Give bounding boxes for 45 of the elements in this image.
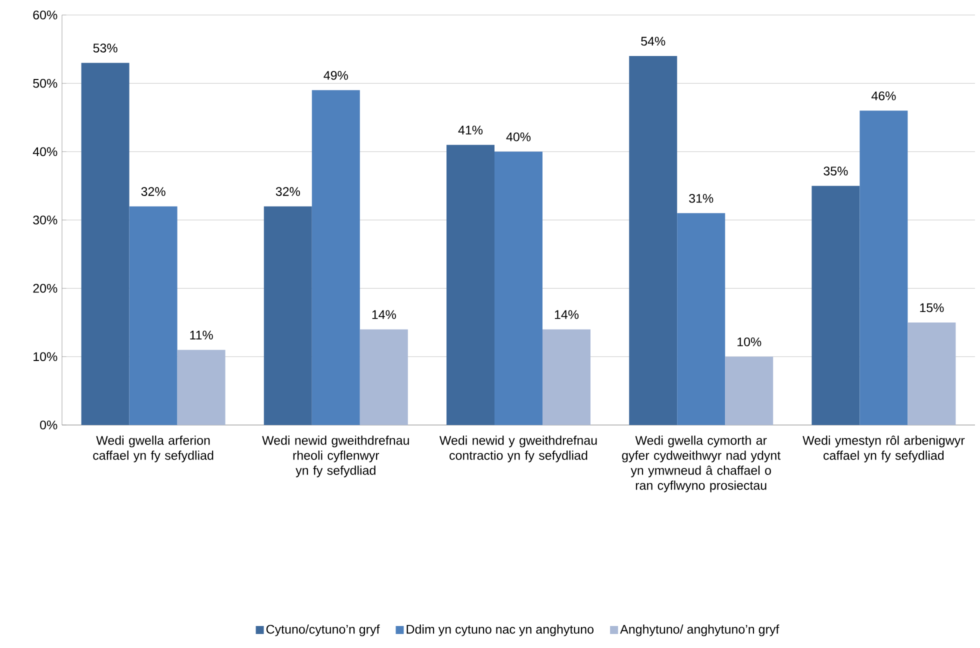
bar (542, 329, 590, 425)
legend-label: Anghytuno/ anghytuno’n gryf (620, 624, 780, 636)
data-label: 32% (276, 187, 300, 196)
x-tick-label: Wedi gwella cymorth ar gyfer cydweithwyr nad ydynt yn ymwneud â chaffael o ran cyflwyno prosiectau (622, 436, 781, 492)
y-tick-label: 20% (33, 284, 58, 293)
bar (264, 206, 312, 425)
data-label: 11% (190, 330, 213, 340)
data-label: 41% (458, 126, 483, 134)
bar (908, 322, 956, 425)
bar (360, 329, 408, 425)
y-tick-label: 30% (33, 216, 58, 224)
data-label: 53% (93, 44, 118, 52)
data-label: 46% (871, 91, 896, 100)
data-label: 40% (506, 132, 531, 142)
y-tick-label: 50% (33, 78, 58, 88)
x-tick-label: Wedi newid gweithdrefnau rheoli cyflenwyr yn fy sefydliad (262, 436, 409, 478)
y-tick-label: 10% (34, 352, 58, 362)
data-label: 32% (141, 187, 166, 196)
bar (629, 56, 678, 425)
bar (812, 186, 860, 425)
bar (129, 206, 178, 425)
data-label: 35% (824, 166, 848, 176)
bar (446, 144, 495, 425)
y-tick-label: 0% (40, 420, 58, 430)
bar (177, 350, 226, 425)
data-label: 14% (554, 310, 579, 319)
data-label: 10% (738, 337, 762, 346)
bar (312, 90, 360, 425)
data-label: 15% (920, 303, 944, 312)
bar (725, 356, 774, 425)
bar (677, 213, 726, 425)
data-label: 49% (324, 70, 348, 80)
data-label: 14% (372, 310, 396, 319)
legend-label: Cytuno/cytuno’n gryf (266, 624, 380, 636)
bar (494, 152, 543, 425)
bar (81, 62, 130, 425)
legend-label: Ddim yn cytuno nac yn anghytuno (406, 624, 594, 636)
data-label: 54% (641, 36, 666, 46)
x-tick-label: Wedi gwella arferion caffael yn fy sefydliad (93, 436, 214, 462)
y-tick-label: 40% (32, 147, 58, 156)
y-tick-label: 60% (33, 10, 58, 20)
bar (860, 110, 908, 425)
data-label: 31% (689, 194, 714, 203)
x-tick-label: Wedi ymestyn rôl arbenigwyr caffael yn fy sefydliad (802, 436, 965, 462)
x-tick-label: Wedi newid y gweithdrefnau contractio yn fy sefydliad (439, 436, 597, 462)
